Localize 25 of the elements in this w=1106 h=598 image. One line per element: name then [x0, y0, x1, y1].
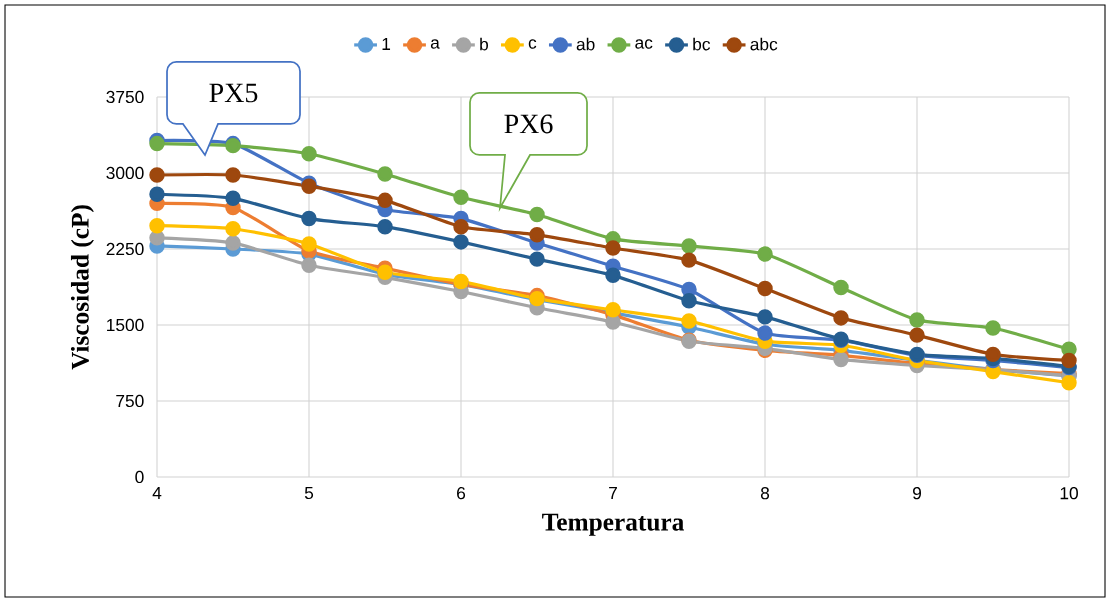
legend-label: bc: [693, 37, 711, 51]
y-tick-label: 0: [135, 470, 144, 484]
y-tick-label: 3000: [106, 166, 144, 180]
y-tick-label: 1500: [107, 318, 144, 332]
annotation: PX6: [504, 114, 553, 134]
x-axis-title: Temperatura: [542, 513, 684, 536]
legend-label: a: [430, 39, 440, 49]
x-tick-label: 10: [1060, 487, 1078, 500]
y-axis-title: Viscosidad (cP): [70, 205, 94, 370]
y-tick-label: 3750: [106, 90, 144, 104]
annotation: PX5: [209, 83, 258, 103]
y-tick-label: 750: [116, 394, 144, 408]
x-tick-label: 6: [457, 487, 466, 500]
x-tick-label: 5: [304, 487, 314, 500]
x-tick-label: 7: [609, 487, 617, 499]
x-tick-label: 8: [760, 487, 770, 500]
legend-label: c: [528, 39, 537, 49]
x-tick-label: 9: [913, 487, 922, 500]
legend-label: ab: [576, 37, 595, 51]
x-tick-label: 4: [152, 487, 162, 499]
legend-label: b: [480, 37, 489, 51]
legend-label: abc: [750, 37, 778, 51]
legend-label: ac: [635, 39, 653, 49]
legend-label: 1: [382, 37, 391, 50]
y-tick-label: 2250: [106, 242, 144, 256]
